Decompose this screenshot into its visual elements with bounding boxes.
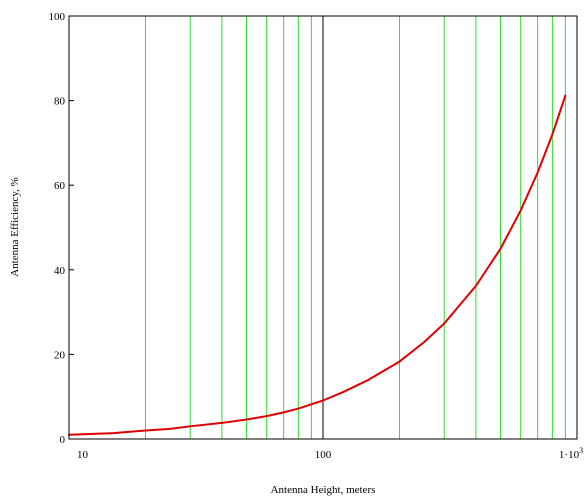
y-tick-label: 40 <box>54 265 66 277</box>
y-tick-label: 0 <box>60 434 66 446</box>
y-tick-label: 20 <box>54 349 66 361</box>
y-tick-label: 80 <box>54 96 66 108</box>
x-tick-labels: 10 100 1·103 <box>77 446 583 461</box>
x-tick-label: 1·103 <box>559 446 583 461</box>
x-tick-label-exponent: 3 <box>579 446 583 455</box>
grid <box>144 16 566 439</box>
x-tick-label: 100 <box>315 449 332 461</box>
ticks <box>69 15 74 440</box>
x-tick-label: 10 <box>77 449 89 461</box>
series-layer <box>68 94 567 436</box>
y-tick-label: 100 <box>49 11 66 23</box>
series-line <box>68 94 567 436</box>
y-tick-labels: 0 20 40 60 80 100 <box>49 11 66 446</box>
y-axis-label: Antenna Efficiency, % <box>9 177 21 277</box>
plot-frame <box>68 15 578 440</box>
x-axis-label: Antenna Height, meters <box>271 484 376 496</box>
y-tick-label: 60 <box>54 180 66 192</box>
